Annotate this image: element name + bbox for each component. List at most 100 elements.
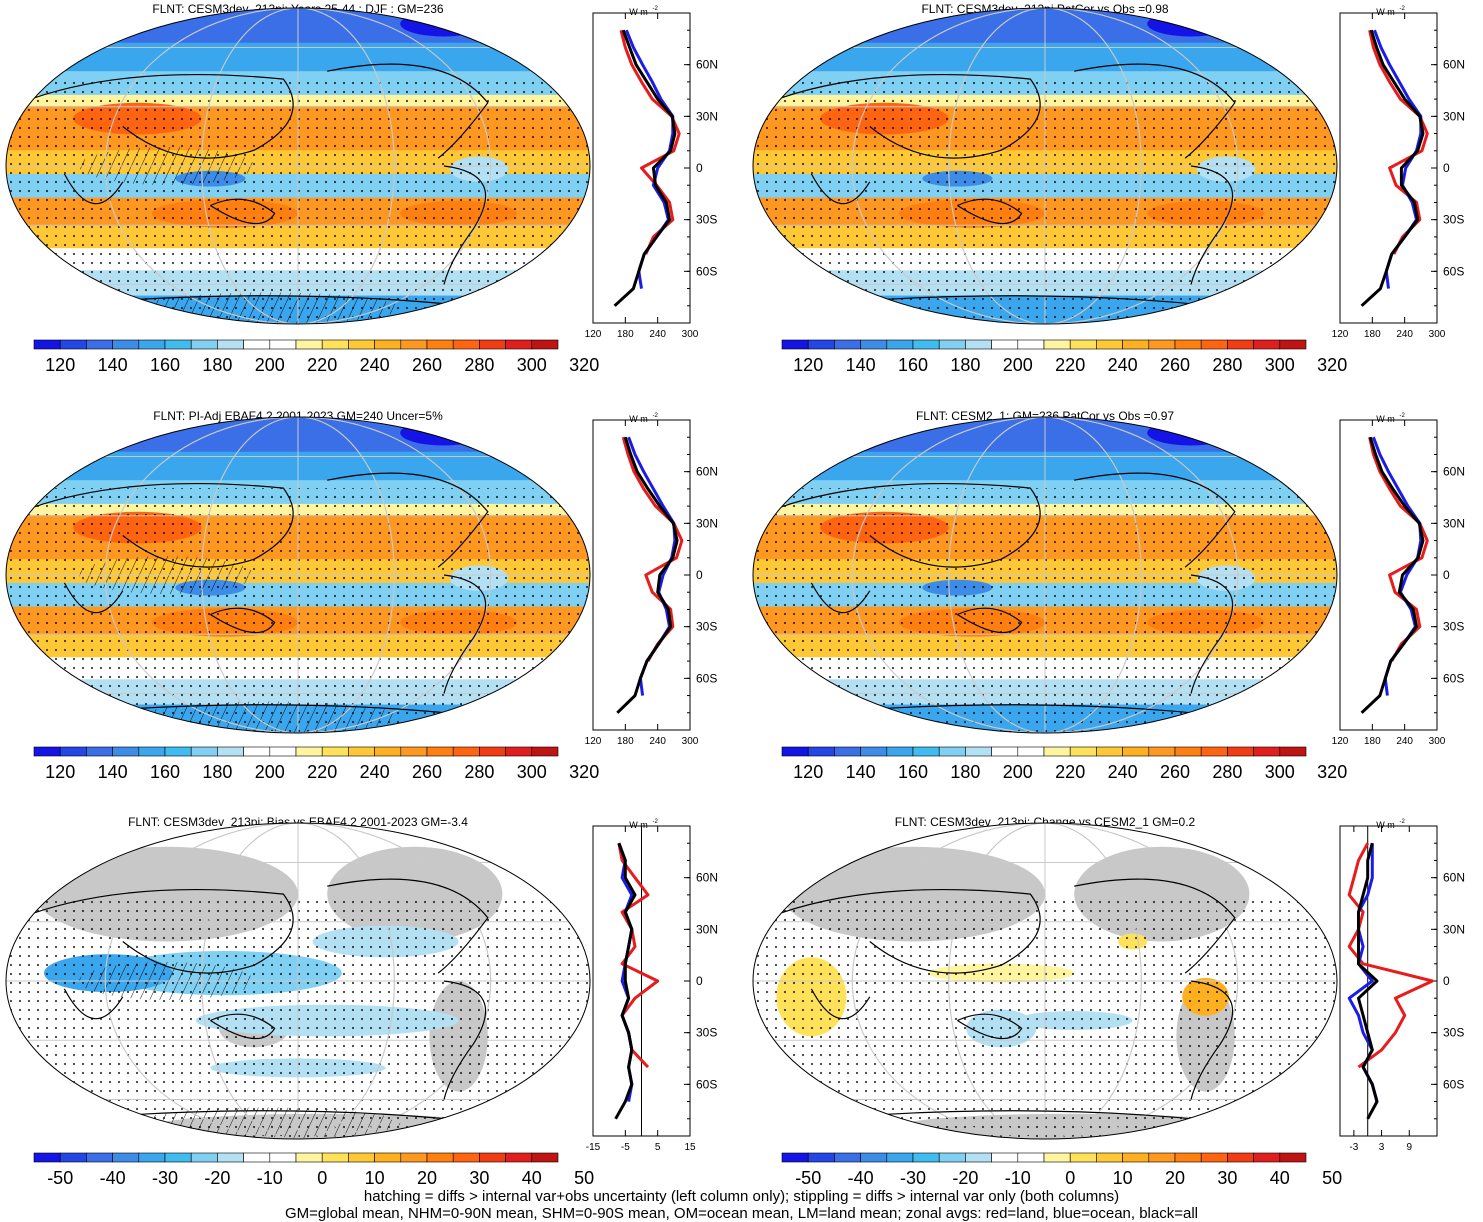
colorbar-box [295, 1152, 323, 1163]
colorbar-tick-label: 10 [1113, 1168, 1133, 1188]
zonal-ytick-label: 60S [1443, 264, 1464, 278]
colorbar-box [531, 1152, 559, 1163]
zonal-series-red [621, 436, 684, 662]
coastline [63, 988, 124, 1020]
colorbar-tick-label: 10 [365, 1168, 385, 1188]
longitude-gridline [851, 417, 1239, 733]
colorbar-tick-label: 220 [307, 762, 337, 782]
colorbar-tick-label: 320 [569, 762, 599, 782]
colorbar-tick-label: -40 [848, 1168, 874, 1188]
colorbar-box [531, 746, 559, 757]
coastline [869, 295, 1206, 306]
coastline [327, 63, 489, 159]
colorbar-box [1279, 339, 1307, 350]
colorbar-box [426, 746, 454, 757]
colorbar-tick-label: 30 [1217, 1168, 1237, 1188]
colorbar-tick-label: -10 [257, 1168, 283, 1188]
panel-p5: FLNT: CESM3dev_213pi: Bias vs EBAF4.2 20… [5, 815, 718, 1188]
colorbar-box [452, 1152, 480, 1163]
coastline [810, 582, 871, 614]
zonal-xtick-label: 300 [682, 736, 699, 747]
longitude-gridline [201, 417, 395, 733]
colorbar-box [164, 1152, 192, 1163]
map-field [6, 8, 590, 324]
coastline [869, 704, 1206, 715]
zonal-ytick-label: 60N [1443, 465, 1465, 479]
zonal-ytick-label: 0 [696, 568, 703, 582]
colorbar-tick-label: 260 [1160, 355, 1190, 375]
coastline [443, 980, 487, 1100]
colorbar-box [321, 1152, 349, 1163]
colorbar-box [479, 339, 506, 350]
colorbar-box [781, 339, 809, 350]
colorbar-box [138, 339, 166, 350]
colorbar-tick-label: -50 [47, 1168, 73, 1188]
colorbar-tick-label: 240 [360, 355, 390, 375]
zonal-ytick-label: 60N [696, 465, 718, 479]
colorbar-box [1017, 339, 1045, 350]
colorbar-tick-label: 280 [1212, 355, 1242, 375]
coastline [20, 73, 294, 159]
coastline [443, 574, 487, 694]
zonal-ytick-label: 30S [696, 620, 717, 634]
longitude-gridline [201, 8, 395, 324]
colorbar-box [505, 1152, 533, 1163]
colorbar-tick-label: 300 [1265, 762, 1295, 782]
colorbar-box [938, 339, 966, 350]
footer-line-1: hatching = diffs > internal var+obs unce… [363, 1188, 1120, 1205]
colorbar-box [1279, 1152, 1307, 1163]
zonal-xtick-label: -3 [1349, 1142, 1358, 1153]
colorbar-box [1279, 746, 1307, 757]
longitude-gridline [104, 823, 492, 1139]
zonal-ytick-label: 30N [1443, 109, 1465, 123]
longitude-gridline [948, 8, 1142, 324]
coastline [957, 1013, 1023, 1040]
colorbar-box [1227, 339, 1254, 350]
colorbar-tick-label: 160 [898, 762, 928, 782]
coastline [443, 165, 487, 285]
colorbar-box [1253, 1152, 1281, 1163]
colorbar-box [1253, 339, 1281, 350]
zonal-ytick-label: 30S [1443, 213, 1464, 227]
colorbar-box [426, 1152, 454, 1163]
colorbar-box [860, 339, 888, 350]
colorbar-box [991, 1152, 1019, 1163]
zonal-ytick-label: 0 [696, 161, 703, 175]
panel-title: FLNT: CESM3dev_213pi: Bias vs EBAF4.2 20… [128, 815, 468, 829]
zonal-series-black [616, 436, 679, 714]
zonal-ytick-label: 30N [696, 109, 718, 123]
colorbar-box [886, 1152, 914, 1163]
colorbar-tick-label: 40 [1270, 1168, 1290, 1188]
coastline [810, 173, 871, 205]
coastline [1074, 878, 1236, 974]
colorbar-tick-label: 320 [1317, 762, 1347, 782]
colorbar-box [807, 746, 835, 757]
zonal-ytick-label: 60S [696, 671, 717, 685]
colorbar-tick-label: 140 [98, 355, 128, 375]
colorbar-tick-label: 280 [464, 762, 494, 782]
zonal-unit-exponent: -2 [653, 819, 659, 825]
zonal-xtick-label: 180 [617, 736, 634, 747]
colorbar-box [400, 746, 428, 757]
zonal-xtick-label: 180 [1364, 736, 1381, 747]
colorbar-box [912, 1152, 940, 1163]
map-border [752, 416, 1338, 734]
zonal-xtick-label: 240 [1396, 329, 1413, 340]
colorbar-tick-label: 200 [1003, 762, 1033, 782]
colorbar-box [938, 746, 966, 757]
map-field [753, 823, 1337, 1139]
zonal-xtick-label: 9 [1407, 1142, 1413, 1153]
coastline [63, 582, 124, 614]
colorbar-box [1200, 1152, 1228, 1163]
colorbar-box [1148, 339, 1176, 350]
panel-p4: FLNT: CESM2_1: GM=236 PatCor vs Obs =0.9… [752, 409, 1465, 782]
colorbar-box [243, 339, 271, 350]
coastline [63, 173, 124, 205]
coastline [122, 1110, 459, 1121]
colorbar-tick-label: 180 [950, 355, 980, 375]
colorbar-box [86, 746, 113, 757]
colorbar-box [834, 746, 861, 757]
colorbar-tick-label: 300 [1265, 355, 1295, 375]
zonal-xtick-label: 300 [1429, 736, 1446, 747]
coastline [1190, 574, 1234, 694]
